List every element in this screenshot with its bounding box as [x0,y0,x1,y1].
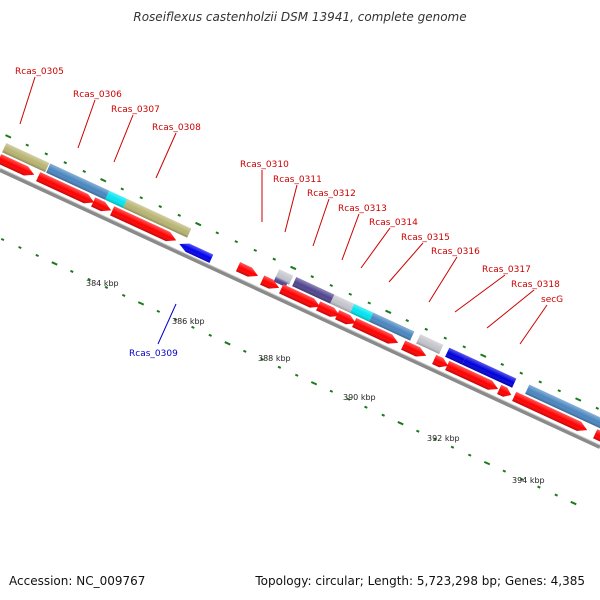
gene-label-secg: secG [541,295,563,305]
tick-marks [0,134,600,506]
leader-line [113,114,134,163]
gene-label-rcas-0307: Rcas_0307 [111,105,160,115]
kbp-label-390: 390 kbp [343,393,376,402]
kbp-label-392: 392 kbp [427,434,460,443]
kbp-label-386: 386 kbp [172,317,205,326]
leader-line [157,303,177,345]
leader-line [155,132,177,179]
leader-line [428,256,458,303]
cog-block-secg [525,384,600,431]
gene-label-rcas-0312: Rcas_0312 [307,189,356,199]
cds-rcas-0316 [432,354,449,368]
gene-label-rcas-0310: Rcas_0310 [240,160,289,170]
leader-line [388,242,424,283]
topology-text: Topology: circular; Length: 5,723,298 bp… [255,574,585,588]
gene-label-rcas-0305: Rcas_0305 [15,67,64,77]
cds-rcas-0310 [235,262,259,277]
accession-text: Accession: NC_009767 [9,574,146,588]
cds-rcas-0305 [0,154,35,176]
gene-label-rcas-0313: Rcas_0313 [338,204,387,214]
cds-rcas-0306 [36,172,95,204]
cds-rcas-0307 [91,197,112,212]
leader-line [486,289,535,329]
cog-block-rcas-0314 [369,312,415,341]
cds-rcas-0315 [401,340,427,357]
leader-line [519,304,548,345]
leader-line [284,184,298,233]
cog-block-rcas-0313 [350,303,374,322]
gene-label-rcas-0317: Rcas_0317 [482,265,531,275]
leader-line [341,213,360,261]
cds-rcas-0311 [260,275,280,289]
kbp-label-384: 384 kbp [86,279,119,288]
cds-rcas-0318 [497,384,512,397]
cds-rcas-0313 [316,301,341,317]
gene-label-rcas-0306: Rcas_0306 [73,90,122,100]
gene-label-rcas-0309: Rcas_0309 [129,349,178,359]
gene-label-rcas-0316: Rcas_0316 [431,247,480,257]
genome-backbone [0,168,600,449]
cog-block-rcas-0316 [445,347,467,365]
cog-block-rcas-0310 [273,276,288,288]
gene-label-rcas-0311: Rcas_0311 [273,175,322,185]
leader-line [77,99,96,149]
leader-line [19,76,36,125]
leader-line [312,198,330,247]
cds-secg [512,391,588,431]
leader-line [454,274,506,313]
cds-rcas-0314 [352,317,399,344]
cog-block-rcas-0315 [416,334,444,355]
cog-block-rcas-0307 [105,190,128,209]
cog-block-rcas-0306 [46,163,110,200]
cds-rcas-0308 [110,206,177,242]
kbp-label-388: 388 kbp [258,354,291,363]
gene-label-rcas-0318: Rcas_0318 [511,280,560,290]
cog-block-rcas-0317 [462,355,517,388]
map-title: Roseiflexus castenholzii DSM 13941, comp… [133,10,467,24]
genome-backbone-highlight [0,167,600,446]
kbp-label-394: 394 kbp [512,476,545,485]
gene-label-rcas-0308: Rcas_0308 [152,123,201,133]
gene-label-rcas-0314: Rcas_0314 [369,218,418,228]
cog-block-rcas-0310a [275,269,294,285]
cds-next [593,429,600,444]
cog-block-rcas-0311 [292,277,335,304]
cds-rcas-0314a [335,310,357,325]
cds-rcas-0312 [279,284,321,308]
cog-block-rcas-0308 [123,199,192,238]
label-leader-lines [19,76,548,345]
cds-rcas-0317 [445,360,499,390]
cds-rcas-0309 [179,243,214,263]
gene-label-rcas-0315: Rcas_0315 [401,233,450,243]
cog-block-rcas-0305 [2,143,50,173]
cog-block-rcas-0312 [330,294,355,313]
leader-line [360,227,391,269]
